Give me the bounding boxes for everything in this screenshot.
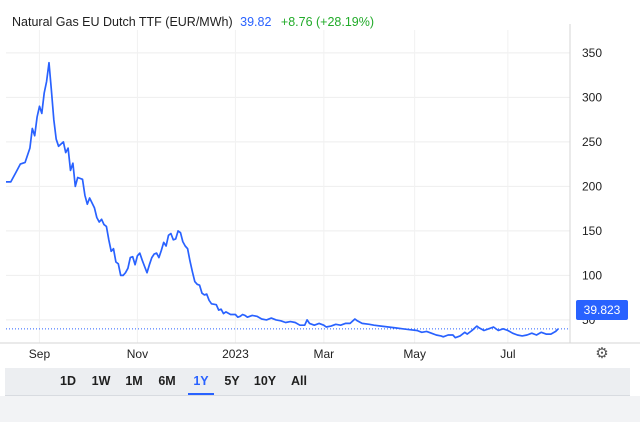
range-button-1y[interactable]: 1Y xyxy=(188,368,214,395)
x-tick-label: Mar xyxy=(314,347,335,361)
y-tick-label: 200 xyxy=(582,179,602,193)
range-button-1m[interactable]: 1M xyxy=(125,374,143,388)
range-button-1d[interactable]: 1D xyxy=(60,374,76,388)
range-button-10y[interactable]: 10Y xyxy=(253,374,277,388)
y-tick-label: 350 xyxy=(582,46,602,60)
range-button-all[interactable]: All xyxy=(291,374,307,388)
x-axis: Sep Nov 2023 Mar May Jul xyxy=(29,347,516,361)
current-price: 39.82 xyxy=(240,15,272,29)
x-tick-label: Jul xyxy=(500,347,515,361)
price-change: +8.76 (+28.19%) xyxy=(280,15,375,29)
x-tick-label: Nov xyxy=(127,347,148,361)
footer-area xyxy=(0,396,640,422)
instrument-name: Natural Gas EU Dutch TTF (EUR/MWh) xyxy=(12,15,233,29)
x-tick-label: Sep xyxy=(29,347,51,361)
range-button-6m[interactable]: 6M xyxy=(158,374,176,388)
x-tick-label: May xyxy=(403,347,426,361)
series-line xyxy=(6,61,559,339)
range-button-5y[interactable]: 5Y xyxy=(224,374,240,388)
chart-header: Natural Gas EU Dutch TTF (EUR/MWh) 39.82… xyxy=(12,13,374,31)
y-tick-label: 300 xyxy=(582,90,602,104)
y-tick-label: 250 xyxy=(582,135,602,149)
plot-area xyxy=(6,61,570,339)
y-tick-label: 150 xyxy=(582,224,602,238)
x-tick-label: 2023 xyxy=(222,347,249,361)
chart-grid xyxy=(0,24,640,344)
range-button-1w[interactable]: 1W xyxy=(91,374,111,388)
y-tick-label: 100 xyxy=(582,268,602,282)
last-price-tag: 39.823 xyxy=(576,300,628,320)
y-axis: 50100150200250300350 xyxy=(582,46,602,327)
range-selector: 1D 1W 1M 6M 1Y 5Y 10Y All xyxy=(5,368,630,396)
gear-icon[interactable]: ⚙ xyxy=(595,345,609,362)
